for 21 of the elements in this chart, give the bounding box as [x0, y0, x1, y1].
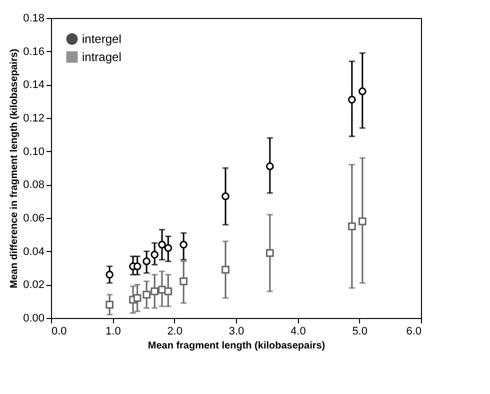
- x-tick-label: 3.0: [228, 326, 244, 338]
- legend-label: intergel: [82, 32, 122, 46]
- x-tick-label: 5.0: [352, 326, 368, 338]
- y-tick-label: 0.04: [23, 246, 44, 258]
- y-tick-label: 0.14: [23, 79, 44, 92]
- y-tick-label: 0.16: [23, 46, 44, 58]
- y-tick-label: 0.08: [23, 179, 44, 192]
- x-tick-label: 4.0: [290, 326, 306, 338]
- y-tick-label: 0.02: [23, 279, 44, 292]
- y-tick-label: 0.12: [23, 112, 44, 124]
- y-tick-label: 0.06: [23, 212, 44, 224]
- x-axis-title: Mean fragment length (kilobasepairs): [148, 340, 326, 352]
- y-axis-title: Mean difference in fragment length (kilobasepairs): [9, 48, 20, 288]
- x-tick-label: 6.0: [406, 326, 422, 338]
- y-tick-label: 0.00: [23, 312, 44, 324]
- x-tick-label: 2.0: [167, 326, 182, 338]
- x-tick-label: 1.0: [106, 326, 121, 338]
- x-tick-label: 0.0: [52, 326, 67, 338]
- y-tick-label: 0.18: [23, 12, 44, 24]
- y-tick-label: 0.10: [23, 146, 44, 158]
- legend-label: intragel: [82, 50, 122, 64]
